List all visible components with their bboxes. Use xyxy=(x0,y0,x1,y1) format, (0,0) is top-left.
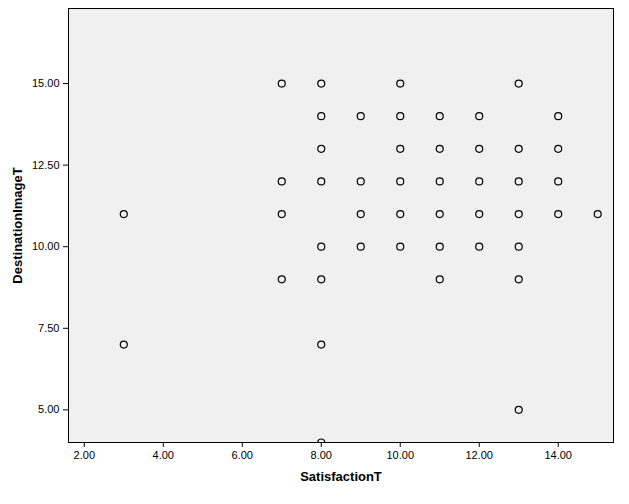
svg-text:7.50: 7.50 xyxy=(38,322,59,334)
svg-text:5.00: 5.00 xyxy=(38,403,59,415)
svg-text:12.00: 12.00 xyxy=(465,449,493,461)
svg-text:10.00: 10.00 xyxy=(32,240,60,252)
svg-text:4.00: 4.00 xyxy=(153,449,174,461)
svg-text:8.00: 8.00 xyxy=(311,449,332,461)
svg-text:6.00: 6.00 xyxy=(232,449,253,461)
svg-text:SatisfactionT: SatisfactionT xyxy=(300,469,382,484)
svg-text:2.00: 2.00 xyxy=(74,449,95,461)
svg-text:12.50: 12.50 xyxy=(32,159,60,171)
svg-text:DestinationImageT: DestinationImageT xyxy=(10,167,25,283)
svg-text:15.00: 15.00 xyxy=(32,77,60,89)
svg-text:10.00: 10.00 xyxy=(386,449,414,461)
svg-text:14.00: 14.00 xyxy=(544,449,572,461)
